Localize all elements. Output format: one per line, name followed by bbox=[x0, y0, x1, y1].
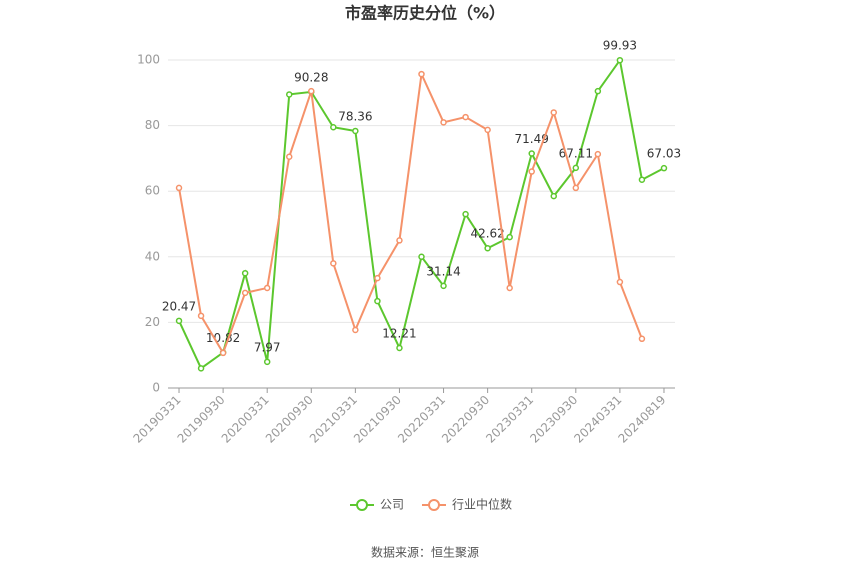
data-label: 78.36 bbox=[338, 109, 372, 123]
data-point bbox=[219, 349, 227, 357]
source: 数据来源：恒生聚源 bbox=[371, 545, 479, 560]
chart-title: 市盈率历史分位（%） bbox=[345, 4, 505, 23]
y-tick-label: 20 bbox=[145, 315, 160, 329]
data-point bbox=[484, 126, 491, 134]
data-label: 99.93 bbox=[603, 39, 637, 53]
data-point bbox=[594, 87, 602, 95]
data-point bbox=[660, 164, 668, 172]
data-label: 7.97 bbox=[254, 340, 281, 354]
x-tick-label: 20240819 bbox=[615, 393, 668, 446]
data-point bbox=[638, 335, 646, 343]
data-point bbox=[616, 278, 624, 286]
y-tick-label: 100 bbox=[137, 53, 160, 67]
data-point bbox=[440, 282, 447, 290]
data-point bbox=[462, 210, 469, 218]
data-point bbox=[197, 365, 205, 372]
data-label: 31.14 bbox=[426, 264, 460, 278]
y-tick-label: 80 bbox=[145, 118, 160, 132]
data-point bbox=[418, 253, 425, 261]
data-point bbox=[484, 244, 491, 252]
data-point bbox=[241, 269, 249, 277]
legend-marker bbox=[356, 499, 368, 511]
data-label: 42.62 bbox=[470, 227, 504, 241]
legend-label: 行业中位数 bbox=[452, 497, 512, 512]
data-point bbox=[374, 297, 381, 305]
data-point bbox=[506, 284, 513, 292]
legend-label: 公司 bbox=[380, 498, 404, 512]
data-point bbox=[638, 176, 646, 183]
data-point bbox=[616, 56, 624, 64]
series-line bbox=[178, 70, 643, 356]
data-point bbox=[572, 184, 580, 192]
legend-marker bbox=[428, 499, 440, 511]
data-label: 10.82 bbox=[206, 331, 240, 345]
data-point bbox=[528, 150, 535, 157]
data-point bbox=[197, 312, 205, 320]
data-point bbox=[594, 150, 602, 158]
data-point bbox=[285, 91, 293, 98]
data-point bbox=[175, 317, 183, 325]
data-point bbox=[374, 274, 381, 282]
data-point bbox=[352, 127, 359, 135]
data-point bbox=[396, 344, 403, 352]
data-point bbox=[572, 164, 580, 172]
data-point bbox=[550, 192, 558, 200]
data-point bbox=[396, 237, 403, 244]
data-point bbox=[330, 123, 337, 131]
data-label: 90.28 bbox=[294, 70, 328, 84]
data-point bbox=[241, 289, 249, 297]
data-point bbox=[440, 119, 447, 126]
y-tick-label: 60 bbox=[145, 184, 160, 198]
data-point bbox=[175, 184, 183, 192]
data-point bbox=[263, 284, 271, 292]
data-label: 71.49 bbox=[515, 132, 549, 146]
data-point bbox=[462, 113, 469, 121]
data-point bbox=[528, 168, 535, 175]
data-point bbox=[308, 87, 315, 95]
data-label: 12.21 bbox=[382, 326, 416, 340]
data-label: 20.47 bbox=[162, 299, 196, 313]
data-label: 67.03 bbox=[647, 147, 681, 161]
data-point bbox=[506, 233, 513, 241]
data-point bbox=[263, 358, 271, 366]
data-point bbox=[352, 326, 359, 334]
y-tick-label: 0 bbox=[152, 381, 160, 395]
y-tick-label: 40 bbox=[145, 249, 160, 263]
data-point bbox=[550, 109, 558, 116]
data-point bbox=[418, 70, 425, 78]
data-point bbox=[330, 260, 337, 267]
data-point bbox=[285, 153, 293, 161]
